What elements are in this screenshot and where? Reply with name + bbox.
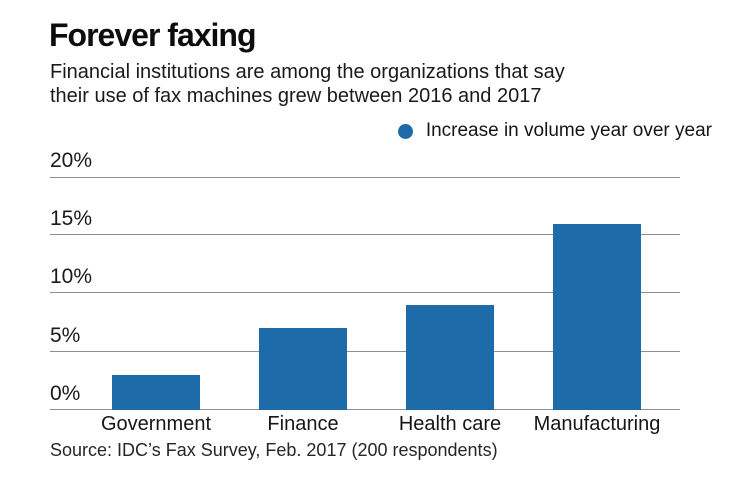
y-axis-tick-label-10: 10% [50,265,93,288]
y-axis-tick-label-5: 5% [50,324,81,347]
gridline-5 [50,351,680,352]
chart-title: Forever faxing [49,17,257,53]
legend-circle-icon [397,123,413,139]
y-axis-tick-label-20: 20% [50,149,93,172]
x-axis-label-finance: Finance [267,413,339,435]
x-axis-label-manufacturing: Manufacturing [533,413,661,435]
gridline-0 [50,409,680,410]
chart-subtitle-line-1: Financial institutions are among the org… [50,61,565,83]
y-axis-tick-label-15: 15% [50,207,93,230]
chart-subtitle-line-2: their use of fax machines grew between 2… [50,85,542,107]
y-axis-tick-label-0: 0% [50,382,81,405]
bar-government [112,375,200,410]
gridline-20 [50,177,680,178]
x-axis-label-health-care: Health care [398,413,502,435]
source-note: Source: IDC’s Fax Survey, Feb. 2017 (200… [50,440,498,460]
legend: Increase in volume year over year [397,120,712,142]
plot-area: 0% 5% 10% 15% 20% Government Finance Health car… [50,150,680,434]
bar-manufacturing [553,224,641,410]
bar-finance [259,328,347,410]
legend-label: Increase in volume year over year [425,120,712,141]
chart-subtitle: Financial institutions are among the org… [50,60,565,108]
bar-health-care [406,305,494,410]
gridline-10 [50,292,680,293]
x-axis-label-government: Government [100,413,212,435]
gridline-15 [50,234,680,235]
